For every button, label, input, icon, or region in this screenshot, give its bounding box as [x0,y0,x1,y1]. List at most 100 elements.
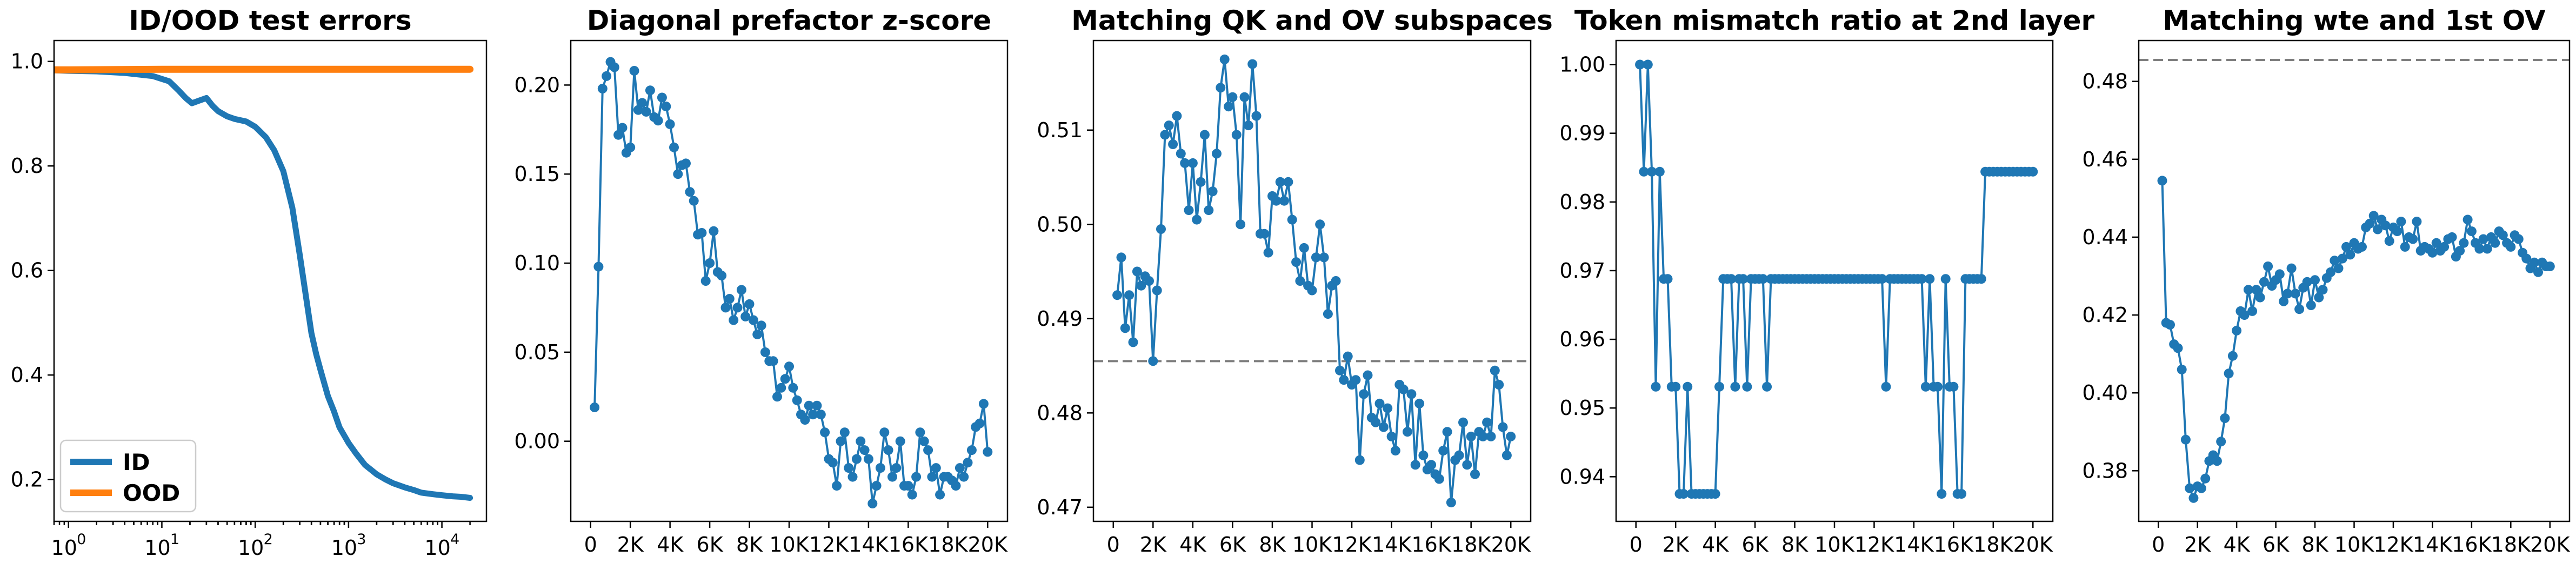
panel2-point-57 [1339,375,1349,385]
panel2-xtick-label: 12K [1332,533,1372,556]
panel3-xtick-label: 16K [1934,533,1974,556]
panel1-xtick-label: 20K [968,533,1008,556]
panel0-xtick-exponent: 4 [450,531,459,548]
panel1-point-93 [959,472,969,482]
panel2-point-79 [1426,460,1437,470]
panel0-legend: ID OOD [59,439,197,513]
panel3-point-77 [1940,274,1951,284]
panel2-point-17 [1180,158,1190,168]
panel3-point-76 [1937,489,1947,499]
panel2-point-35 [1251,111,1262,121]
panel3-ytick-label: 0.97 [1559,259,1605,283]
panel1-point-48 [780,374,790,384]
panel0-ytick-label: 0.2 [11,468,43,492]
panel0-xtick-label: 10 [238,536,264,560]
panel4-point-11 [2200,473,2211,484]
panel4-point-35 [2294,304,2305,314]
panel4-point-69 [2427,247,2438,258]
panel4-point-57 [2380,220,2391,231]
panel1-point-34 [724,294,735,304]
panel1-point-71 [871,481,882,491]
panel3-xtick-label: 8K [1781,533,1808,556]
panel1-point-97 [975,418,985,428]
panel1-point-65 [847,472,858,482]
panel4-point-25 [2255,292,2265,303]
panel1-point-84 [923,445,933,455]
panel2-xtick-label: 4K [1179,533,1206,556]
panel2-xtick-label: 20K [1491,533,1531,556]
panel4-point-81 [2474,244,2485,254]
panel1-point-79 [903,481,913,491]
panel1-point-98 [978,399,989,409]
panel1-ytick-label: 0.05 [514,340,560,364]
panel1-point-47 [776,383,786,393]
panel2-point-14 [1168,139,1178,149]
panel4-point-32 [2283,289,2293,299]
panel3-point-81 [1957,489,1967,499]
panel0-frame [53,39,488,522]
panel4-point-58 [2384,236,2394,246]
panel4-point-78 [2462,214,2473,225]
panel2-point-73 [1403,427,1412,437]
panel2-point-75 [1410,460,1420,470]
panel2-point-45 [1291,257,1302,267]
panel4-point-17 [2224,368,2234,379]
panel1-point-61 [832,481,842,491]
panel2-point-81 [1434,474,1444,484]
panel4-series-0-line [2161,179,2551,499]
panel1-point-82 [915,427,925,438]
panel4-xtick-label: 6K [2263,533,2290,556]
panel4-point-96 [2533,267,2543,277]
panel2-point-11 [1156,224,1166,234]
panel1-point-29 [705,258,715,268]
panel1-xtick-label: 6K [697,533,724,556]
panel4-point-91 [2513,234,2524,244]
panel2-point-1 [1116,252,1126,263]
panel4-point-47 [2341,242,2351,252]
panel1-point-37 [736,285,746,295]
panel4-point-41 [2318,285,2328,295]
panel1-point-16 [653,116,663,126]
panel2-ytick-label: 0.49 [1037,307,1083,331]
panel1-point-95 [966,445,977,455]
panel2-point-53 [1323,309,1333,319]
panel2-point-72 [1398,384,1409,394]
panel1-point-33 [720,303,731,313]
panel2-point-66 [1374,398,1385,408]
panel4-point-95 [2529,257,2539,267]
panel3-point-9 [1671,381,1681,392]
panel3-point-73 [1925,274,1935,284]
panel2-point-92 [1478,431,1488,441]
panel4-xtick-label: 8K [2301,533,2328,556]
panel2-point-95 [1490,365,1500,375]
panel4-point-46 [2337,253,2347,264]
panel2-point-68 [1383,403,1393,413]
panel3-point-7 [1663,274,1673,284]
panel4-plot-area [2139,59,2570,503]
panel2-point-32 [1239,92,1250,102]
panel1-point-58 [820,427,830,438]
panel0-xtick-exponent: 2 [264,531,273,548]
panel3-point-23 [1726,274,1736,284]
panel4-point-45 [2333,263,2344,273]
panel4-point-16 [2220,413,2230,423]
panel3-point-79 [1948,381,1959,392]
panel2-ytick-label: 0.48 [1037,401,1083,425]
panel4-point-62 [2400,242,2410,252]
panel4-point-85 [2490,238,2500,248]
panel1-point-75 [887,472,897,482]
panel2-point-65 [1371,417,1381,427]
panel4-point-40 [2314,292,2324,303]
panel1-point-74 [883,445,893,455]
panel4-point-60 [2392,226,2403,237]
panel2-point-51 [1315,219,1325,230]
panel2-point-42 [1279,196,1289,206]
panel4-xtick-label: 20K [2530,533,2570,556]
panel1-xtick-label: 10K [769,533,809,556]
panel2-point-98 [1501,450,1512,460]
panel2-xtick-label: 10K [1292,533,1332,556]
chart-matching-qk-ov: Matching QK and OV subspaces 0.47 0.48 0.49… [1037,5,1553,556]
panel1-xtick-label: 2K [617,533,644,556]
panel1-point-46 [772,392,782,402]
